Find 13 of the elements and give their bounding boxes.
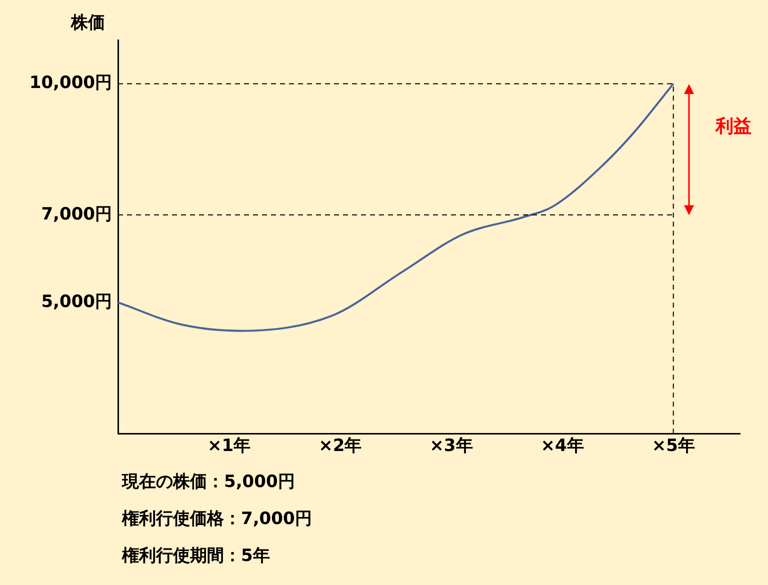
y-tick-label: 5,000円 [41,292,112,312]
annotation: 利益 [715,115,752,138]
text: 現在の株価：5,000円 [122,471,296,493]
x-tick-label: ×1年 [208,436,251,456]
y-tick-label: 10,000円 [29,73,112,94]
y-tick-label: 7,000円 [41,204,112,224]
y-axis-title: 株価 [70,12,105,33]
text: 権利行使価格：7,000円 [122,508,313,530]
x-tick-label: ×5年 [652,436,695,456]
x-tick-label: ×4年 [540,436,584,456]
text: 権利行使期間：5年 [122,545,271,567]
x-tick-label: ×3年 [430,436,473,456]
x-tick-label: ×2年 [318,436,362,456]
